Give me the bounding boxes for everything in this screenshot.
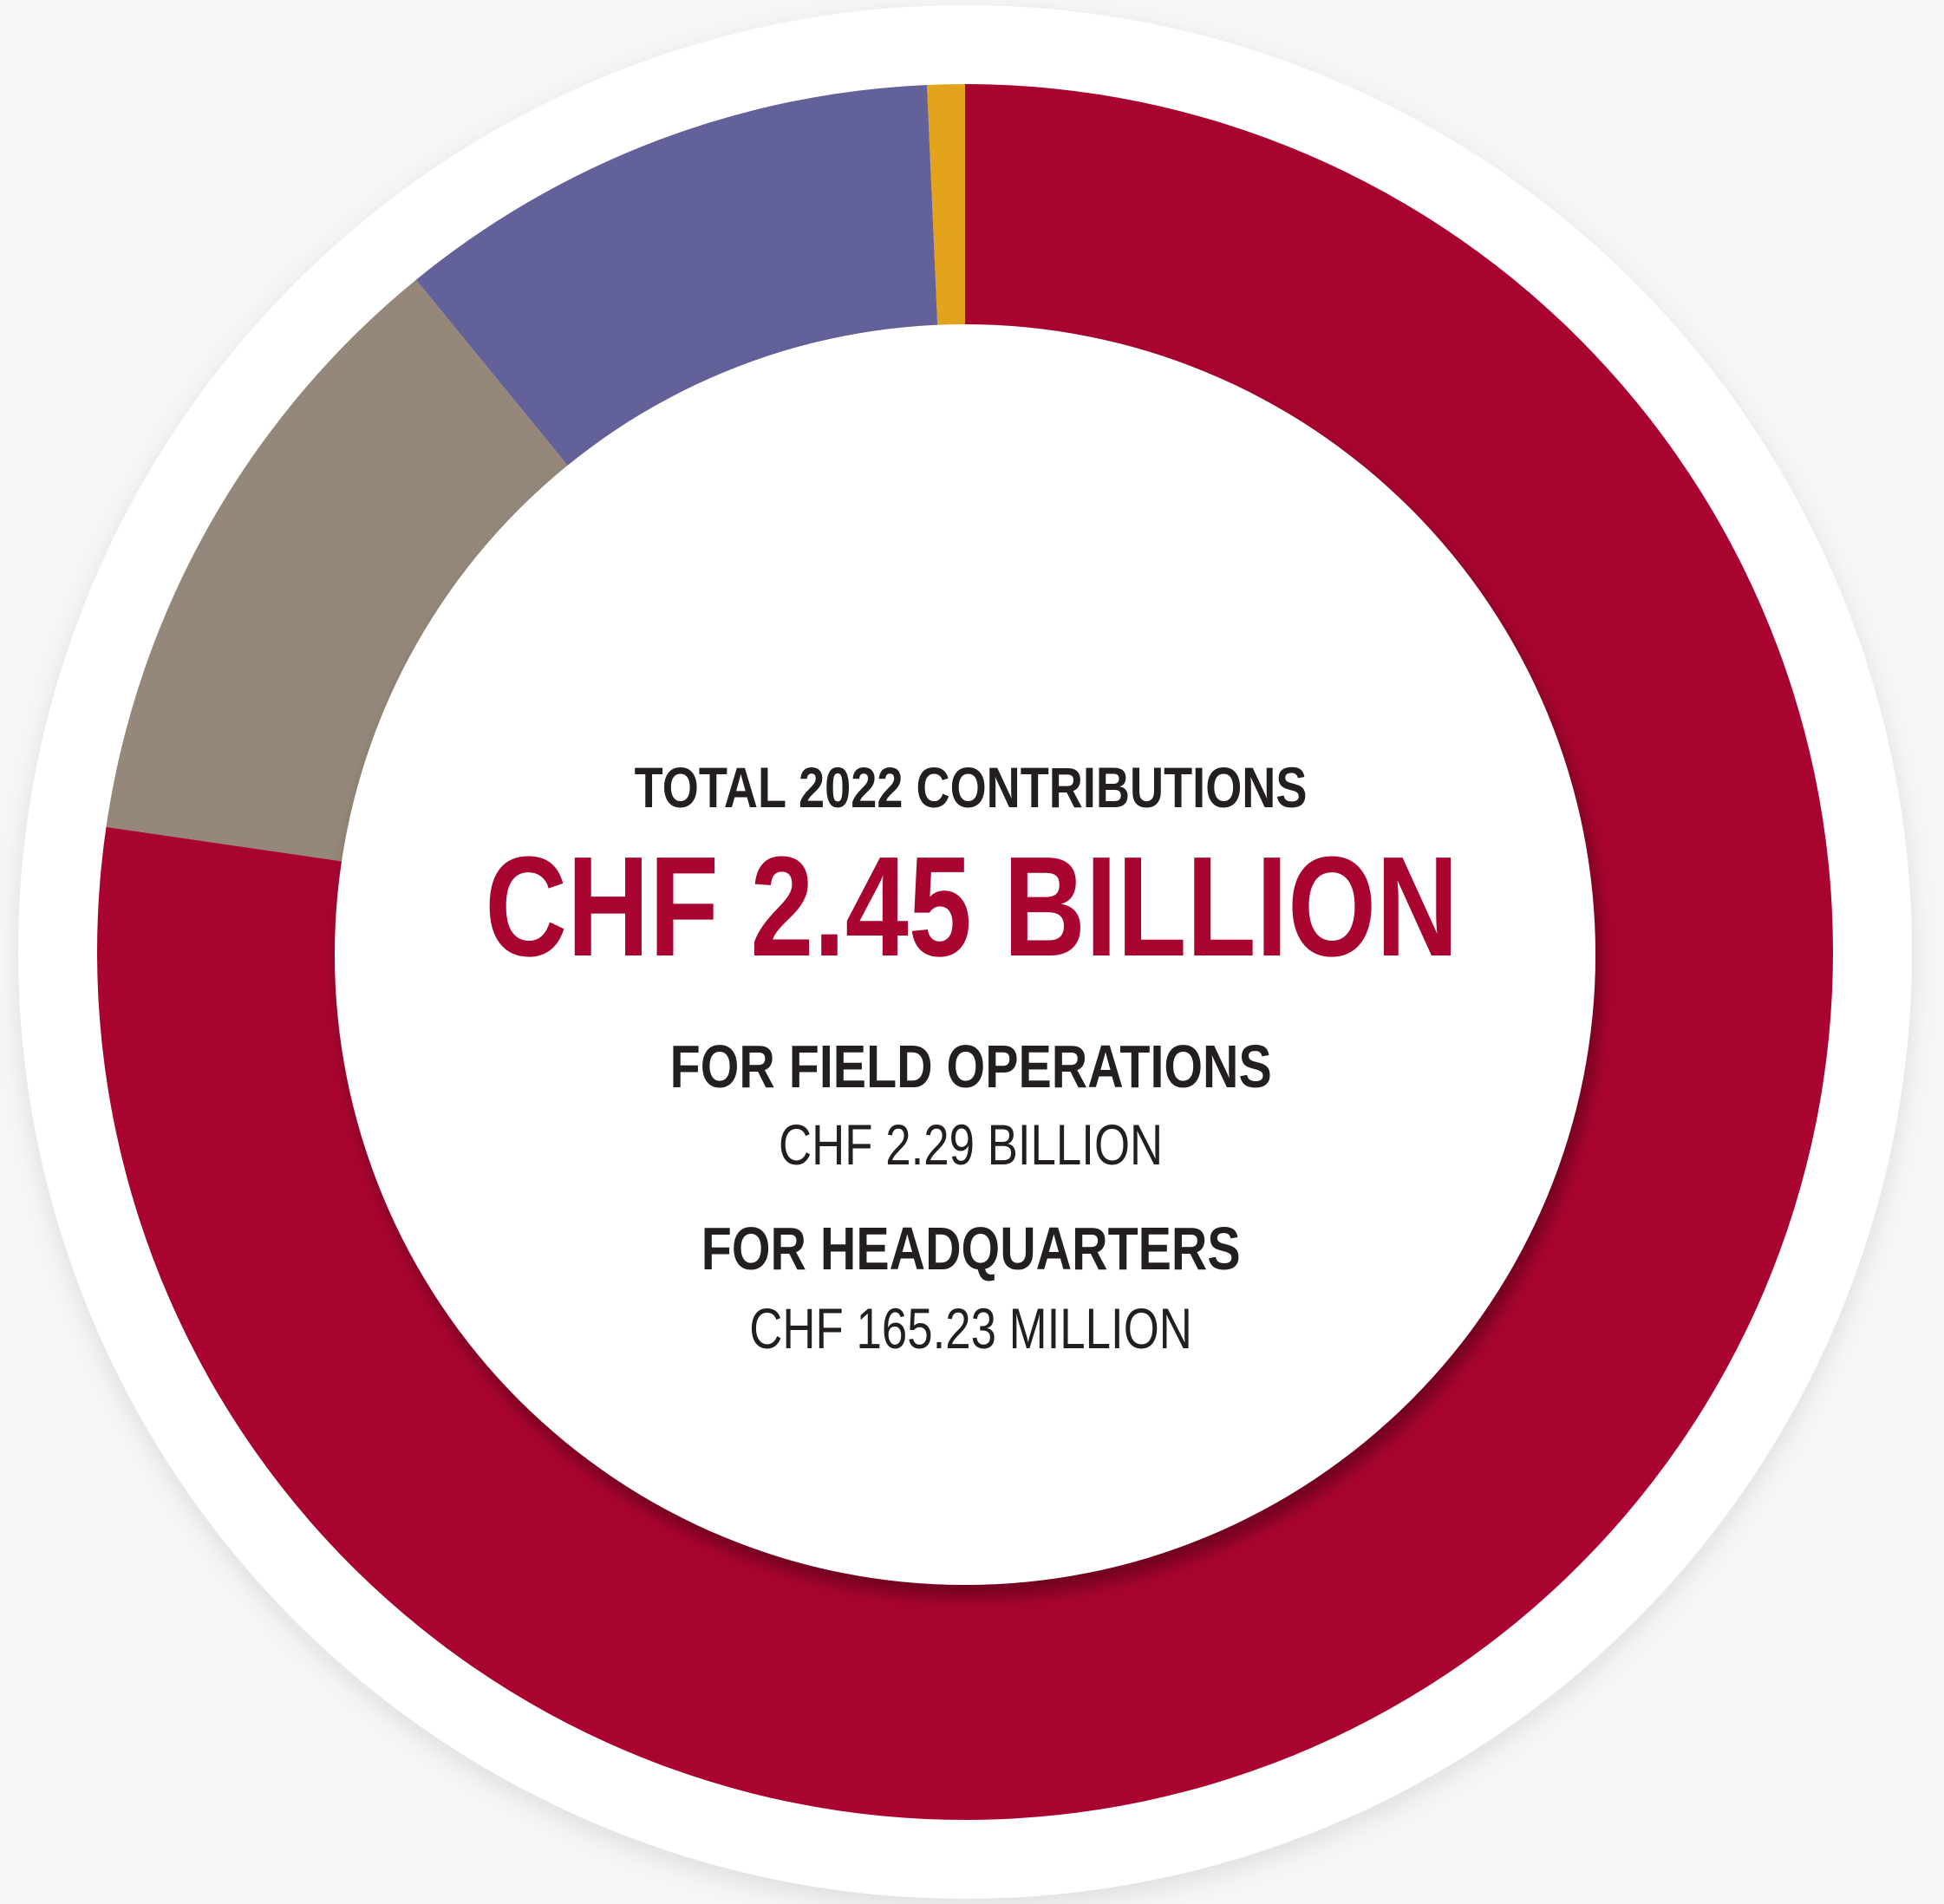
total-amount: CHF 2.45 BILLION [485, 827, 1458, 986]
field-operations-label: FOR FIELD OPERATIONS [669, 1033, 1272, 1100]
headquarters-value: CHF 165.23 MILLION [749, 1296, 1192, 1360]
chart-title: TOTAL 2022 CONTRIBUTIONS [634, 755, 1308, 819]
headquarters-label: FOR HEADQUARTERS [701, 1215, 1241, 1282]
center-disc [335, 324, 1595, 1585]
field-operations-value: CHF 2.29 BILLION [779, 1112, 1164, 1177]
